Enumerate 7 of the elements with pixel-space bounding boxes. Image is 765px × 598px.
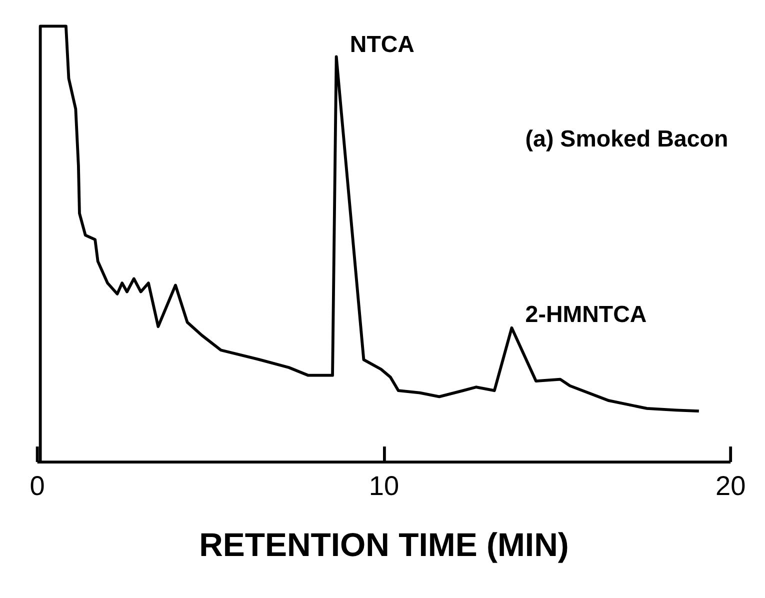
x-axis-title: RETENTION TIME (MIN) bbox=[199, 526, 569, 564]
annotation: NTCA bbox=[350, 30, 415, 57]
x-tick-label: 20 bbox=[715, 470, 746, 502]
annotation: (a) Smoked Bacon bbox=[525, 125, 728, 152]
x-tick-label: 0 bbox=[30, 470, 45, 502]
x-tick-label: 10 bbox=[368, 470, 400, 502]
annotation: 2-HMNTCA bbox=[525, 300, 647, 327]
